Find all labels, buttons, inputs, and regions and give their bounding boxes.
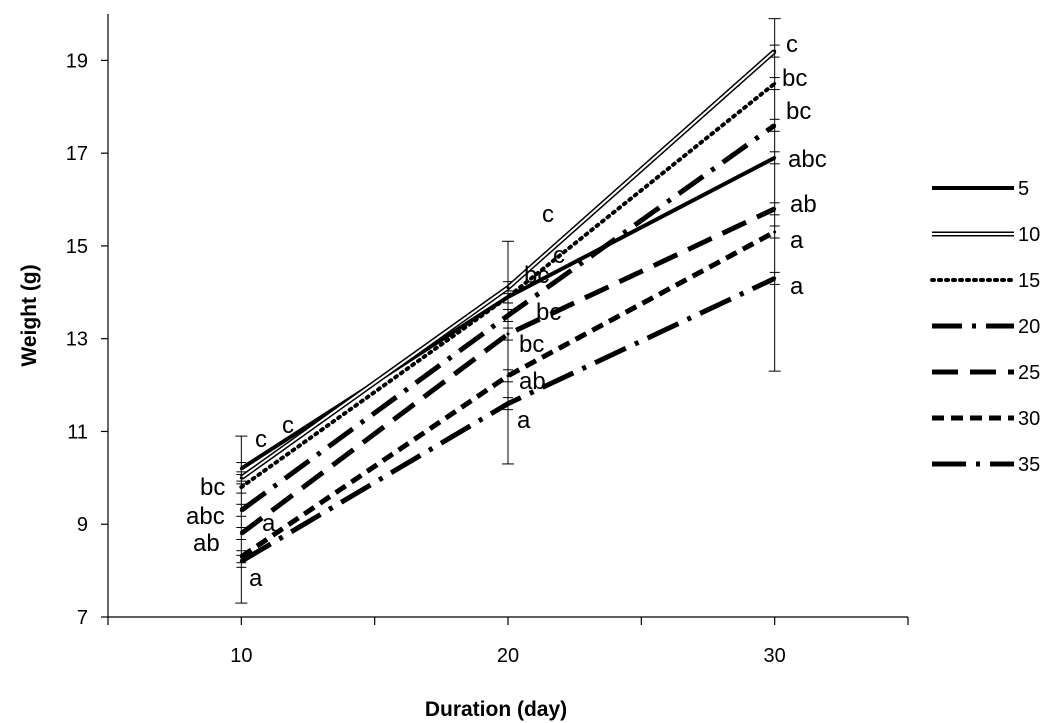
significance-label: c <box>542 201 554 228</box>
y-axis-title: Weight (g) <box>18 264 41 366</box>
significance-label: bc <box>519 331 544 358</box>
data-point-25 <box>773 207 777 211</box>
y-tick-label: 17 <box>66 143 88 165</box>
data-point-5 <box>773 156 777 160</box>
data-point-20 <box>773 123 777 127</box>
significance-label: c <box>282 412 294 439</box>
y-tick-label: 11 <box>67 421 88 443</box>
legend-label-20: 20 <box>1018 316 1040 338</box>
significance-label: bc <box>200 474 225 501</box>
data-point-10 <box>506 286 510 290</box>
data-point-30 <box>773 230 777 234</box>
significance-label: ab <box>790 191 817 218</box>
x-tick-label: 20 <box>497 645 519 667</box>
data-point-35 <box>239 559 243 563</box>
significance-label: a <box>517 407 531 434</box>
data-point-25 <box>239 532 243 536</box>
data-point-35 <box>506 402 510 406</box>
significance-label: bc <box>786 98 811 125</box>
legend-label-35: 35 <box>1018 454 1040 476</box>
data-point-10 <box>239 476 243 480</box>
significance-label: a <box>249 565 263 592</box>
legend: 5 10 15 20 25 30 35 <box>930 178 1040 476</box>
legend-label-10: 10 <box>1018 224 1040 246</box>
data-point-10 <box>773 49 777 53</box>
significance-label: bc <box>524 262 549 289</box>
data-point-25 <box>506 332 510 336</box>
data-point-35 <box>773 276 777 280</box>
data-point-15 <box>506 295 510 299</box>
significance-label: bc <box>782 65 807 92</box>
legend-label-5: 5 <box>1018 178 1029 200</box>
significance-label: ab <box>519 368 546 395</box>
y-tick-label: 13 <box>66 329 88 351</box>
y-tick-label: 7 <box>77 607 88 629</box>
data-point-30 <box>506 374 510 378</box>
series-line-30 <box>239 229 776 559</box>
x-axis-title: Duration (day) <box>425 698 567 721</box>
significance-label: c <box>786 31 798 58</box>
significance-label: abc <box>186 503 225 530</box>
legend-label-15: 15 <box>1018 270 1040 292</box>
significance-label: a <box>790 273 804 300</box>
significance-label: a <box>790 227 804 254</box>
significance-label: ab <box>193 530 220 557</box>
ticks: 7 9 11 13 15 17 19 10 20 30 <box>66 50 909 667</box>
data-point-30 <box>239 555 243 559</box>
data-point-15 <box>773 82 777 86</box>
significance-label: abc <box>788 146 827 173</box>
data-point-15 <box>239 485 243 489</box>
significance-label: c <box>553 242 565 269</box>
significance-label: c <box>255 426 267 453</box>
y-tick-label: 9 <box>77 514 88 536</box>
data-point-20 <box>506 314 510 317</box>
series-lines <box>239 49 777 564</box>
data-point-5 <box>239 467 243 471</box>
significance-label: a <box>262 510 276 537</box>
y-tick-label: 19 <box>66 50 88 72</box>
significance-label: bc <box>536 299 561 326</box>
x-tick-label: 30 <box>764 645 786 667</box>
legend-label-30: 30 <box>1018 408 1040 430</box>
data-point-20 <box>239 508 243 512</box>
x-tick-label: 10 <box>230 645 252 667</box>
y-tick-label: 15 <box>66 236 88 258</box>
legend-label-25: 25 <box>1018 362 1040 384</box>
